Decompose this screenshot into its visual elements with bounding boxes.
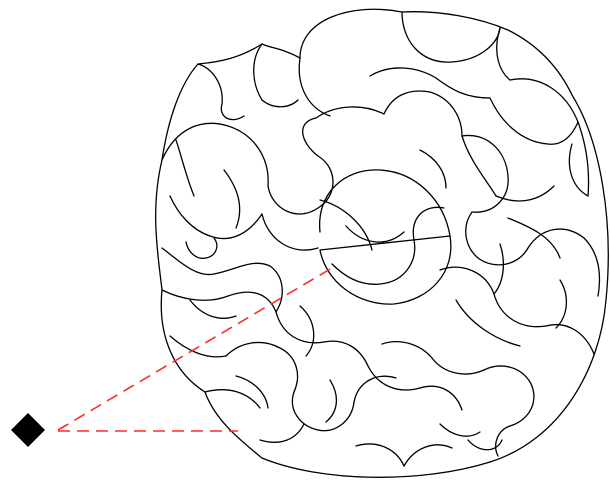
contour-line xyxy=(160,289,206,393)
contour-line xyxy=(189,299,237,319)
contour-line xyxy=(495,425,511,457)
contour-line xyxy=(401,11,573,96)
contour-line xyxy=(204,391,491,478)
contour-line xyxy=(419,149,447,189)
contour-line xyxy=(496,27,511,81)
curve-cluster xyxy=(155,8,609,478)
contour-line xyxy=(467,439,503,451)
contour-line xyxy=(197,63,245,121)
contour-line xyxy=(568,143,589,197)
contour-line xyxy=(204,389,261,409)
contour-line xyxy=(175,139,195,197)
contour-line xyxy=(319,199,373,251)
contour-line xyxy=(275,311,325,344)
contour-line xyxy=(298,57,331,117)
contour-line xyxy=(291,391,319,431)
contour-line xyxy=(507,217,561,259)
contour-line xyxy=(495,185,555,202)
contour-line xyxy=(493,243,505,295)
contour-line xyxy=(235,375,269,409)
contour-line xyxy=(367,365,421,391)
contour-line xyxy=(331,239,416,285)
contour-line xyxy=(185,237,218,259)
contour-line xyxy=(317,401,355,432)
contour-line xyxy=(583,237,601,297)
contour-line xyxy=(483,365,531,383)
contour-line xyxy=(403,444,453,467)
contour-line xyxy=(577,121,590,197)
contour-line xyxy=(383,90,463,137)
contour-line xyxy=(325,379,337,423)
contour-line xyxy=(353,375,397,403)
contour-line xyxy=(465,211,529,266)
contour-line xyxy=(261,43,301,59)
contour-line xyxy=(261,213,319,251)
contour-line xyxy=(161,247,271,276)
contour-line xyxy=(509,381,535,427)
contour-line xyxy=(381,341,485,375)
contour-line xyxy=(461,134,509,213)
contour-line xyxy=(299,8,403,59)
contour-line xyxy=(527,228,585,249)
contour-line xyxy=(345,225,405,243)
contour-line xyxy=(509,78,579,123)
diamond-icon[interactable] xyxy=(11,413,45,447)
contour-line xyxy=(315,106,385,119)
contour-line xyxy=(299,305,315,357)
contour-line xyxy=(461,135,497,197)
contour-line xyxy=(253,43,299,108)
contour-line xyxy=(161,289,277,313)
contour-line xyxy=(401,11,501,63)
contour-line xyxy=(555,279,567,329)
contour-line xyxy=(259,423,305,443)
contour-line xyxy=(369,67,491,99)
contour-line xyxy=(412,206,445,241)
contour-line xyxy=(439,423,481,437)
contour-line xyxy=(269,265,283,313)
dashed-ray-upper xyxy=(57,267,333,431)
contour-line xyxy=(489,97,579,145)
contour-line xyxy=(319,169,451,237)
contour-line xyxy=(161,122,269,187)
contour-line xyxy=(302,117,319,157)
contour-line xyxy=(323,340,369,367)
contour-line xyxy=(439,266,547,328)
contour-line xyxy=(169,195,263,240)
contour-line xyxy=(355,443,405,467)
contour-line xyxy=(419,385,463,411)
contour-line xyxy=(455,299,521,347)
sight-rays xyxy=(57,267,333,432)
contour-line xyxy=(169,335,227,358)
contour-line xyxy=(155,159,163,291)
contour-line xyxy=(489,94,609,463)
contour-line xyxy=(225,341,299,393)
contour-line xyxy=(223,169,241,229)
contour-line xyxy=(545,324,595,355)
contour-line xyxy=(267,155,334,215)
